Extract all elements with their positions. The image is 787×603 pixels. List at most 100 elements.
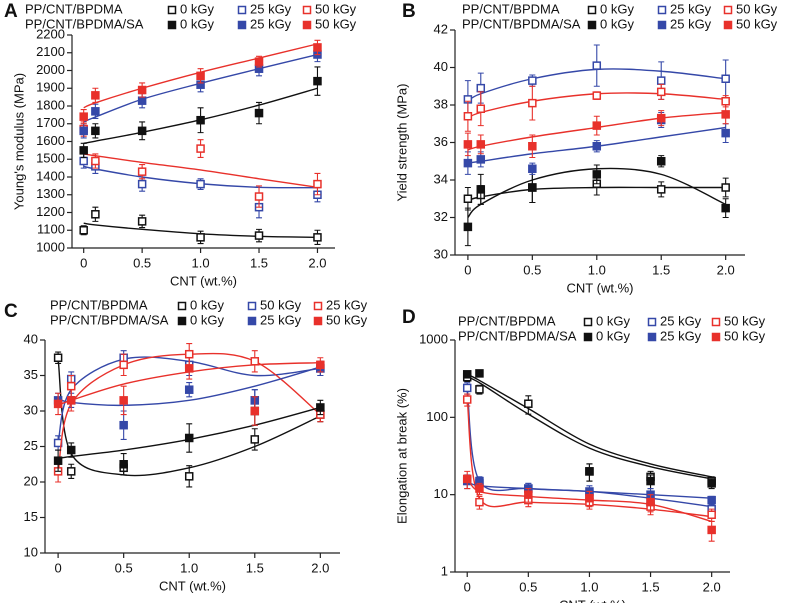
legend-marker	[647, 317, 657, 327]
data-point	[585, 493, 594, 503]
legend-marker	[647, 332, 657, 342]
data-point	[254, 192, 264, 201]
legend-group: PP/CNT/BPDMA/SA	[25, 16, 144, 31]
data-point	[254, 57, 264, 66]
legend-group: PP/CNT/BPDMA	[462, 1, 560, 16]
data-point	[66, 396, 76, 405]
y-tick-label: 1900	[36, 80, 65, 95]
data-point	[592, 142, 602, 151]
y-tick-label: 1	[441, 563, 448, 578]
panel: A 1000 1100 1200 1300 1400 1500 1600 1700 1800 190…	[4, 1, 357, 288]
y-tick-label: 34	[434, 171, 448, 186]
x-tick-label: 0.5	[133, 255, 151, 270]
data-point	[79, 156, 88, 166]
legend-label: 50 kGy	[260, 297, 302, 312]
data-point	[91, 156, 100, 166]
data-point	[528, 164, 537, 173]
data-point	[476, 185, 486, 194]
y-tick-label: 2100	[36, 44, 65, 59]
data-point	[707, 510, 716, 519]
x-axis-label: CNT (wt.%)	[567, 280, 634, 295]
y-tick-label: 36	[434, 134, 448, 149]
data-point	[196, 233, 205, 242]
fit-curve	[466, 373, 712, 478]
data-point	[656, 157, 666, 166]
fit-curve	[83, 87, 318, 144]
data-point	[53, 399, 63, 409]
legend-label: 0 kGy	[596, 313, 630, 328]
x-tick-label: 0.5	[523, 262, 541, 277]
x-tick-label: 2.0	[703, 579, 721, 594]
data-point	[196, 144, 205, 153]
data-point	[196, 115, 205, 125]
x-tick-label: 1.5	[652, 262, 670, 277]
data-point	[196, 71, 205, 81]
legend-label: 50 kGy	[724, 328, 766, 343]
y-tick-label: 10	[24, 544, 38, 559]
data-point	[656, 185, 666, 194]
data-point	[707, 525, 716, 535]
panel-label: D	[402, 307, 416, 328]
data-point	[250, 406, 260, 416]
data-point	[707, 495, 716, 505]
x-tick-label: 1.5	[246, 560, 264, 575]
panel-label: B	[402, 1, 416, 22]
x-tick-label: 0	[464, 579, 471, 594]
legend-marker	[167, 5, 177, 15]
legend-marker	[313, 301, 323, 311]
data-point	[137, 96, 147, 105]
legend-label: 0 kGy	[600, 1, 634, 16]
data-point	[528, 76, 537, 85]
data-point	[463, 112, 473, 121]
fit-curve	[83, 53, 318, 123]
panel: B 30 32 34 36 38 40 42 0 0.5 1.0 1.5 2.0 CNT (wt.%) Yi…	[394, 1, 777, 295]
legend-label: 25 kGy	[670, 1, 712, 16]
legend-marker	[313, 316, 323, 326]
y-tick-label: 32	[434, 209, 448, 224]
legend-marker	[237, 20, 247, 30]
data-point	[119, 396, 128, 405]
fit-curve	[57, 356, 321, 444]
legend-marker	[177, 316, 187, 326]
data-point	[585, 467, 594, 476]
y-tick-label: 30	[24, 402, 38, 417]
panel: D 1 10 100 1000 0 0.5 1.0 1.5 2.0 CNT (wt.%) Elonga…	[394, 307, 765, 603]
y-tick-label: 1700	[36, 115, 65, 130]
x-tick-label: 1.0	[588, 262, 606, 277]
legend-label: 50 kGy	[736, 1, 778, 16]
y-tick-label: 40	[24, 331, 38, 346]
data-point	[91, 91, 100, 100]
x-tick-label: 0.5	[519, 579, 537, 594]
fit-curve	[466, 376, 712, 480]
data-point	[66, 445, 76, 455]
y-axis-label: Young's modulus (MPa)	[11, 73, 26, 210]
legend-marker	[247, 301, 257, 311]
y-axis-label: Elongation at break (%)	[394, 388, 409, 524]
data-point	[463, 140, 473, 149]
fit-curve	[57, 406, 321, 460]
legend-group: PP/CNT/BPDMA	[458, 313, 556, 328]
fit-curve	[83, 222, 318, 239]
data-point	[313, 43, 322, 52]
legend-marker	[167, 20, 177, 30]
data-point	[656, 87, 666, 97]
data-point	[463, 222, 473, 232]
x-tick-label: 2.0	[311, 560, 329, 575]
data-point	[592, 121, 602, 130]
x-axis-label: CNT (wt.%)	[159, 578, 226, 593]
fit-curve	[467, 68, 726, 102]
data-point	[462, 474, 472, 484]
legend-label: 50 kGy	[326, 312, 368, 327]
y-tick-label: 2000	[36, 62, 65, 77]
legend-label: 25 kGy	[660, 313, 702, 328]
data-point	[119, 360, 128, 370]
legend-label: 25 kGy	[670, 16, 712, 31]
legend-label: 50 kGy	[315, 1, 357, 16]
data-point	[656, 76, 666, 85]
legend-marker	[587, 20, 597, 30]
data-point	[313, 233, 322, 242]
legend-label: 25 kGy	[326, 297, 368, 312]
data-point	[721, 183, 730, 192]
data-point	[184, 385, 194, 394]
